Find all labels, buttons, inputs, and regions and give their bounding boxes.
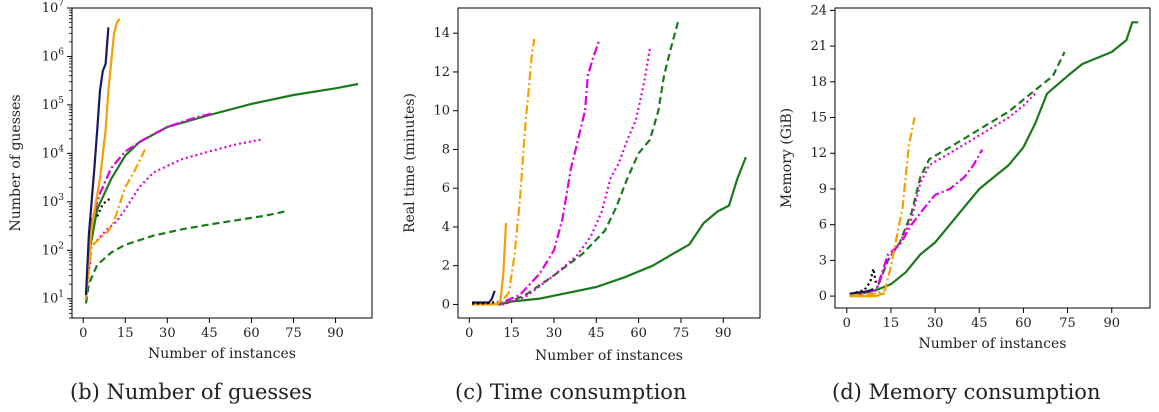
x-tick-label: 15	[503, 326, 520, 341]
series-line	[849, 287, 874, 295]
x-tick-label: 30	[546, 326, 563, 341]
y-tick-label: 12	[810, 146, 827, 161]
x-axis-label: Number of instances	[148, 346, 296, 362]
y-tick-label: 104	[42, 144, 65, 161]
y-axis-label: Memory (GiB)	[779, 108, 795, 208]
y-tick-label: 6	[442, 181, 450, 196]
chart-number-of-guesses: 0 15 30 45 60 75 90 101 102 103 104 105 106 107 Number…	[0, 0, 385, 412]
y-tick-label: 2	[442, 259, 450, 274]
x-tick-label: 15	[883, 316, 900, 331]
y-tick-label: 6	[819, 218, 827, 233]
x-tick-label: 30	[927, 316, 944, 331]
caption-time: (c) Time consumption	[455, 380, 687, 404]
y-tick-label: 107	[42, 0, 65, 16]
y-tick-label: 21	[810, 39, 827, 54]
series-line	[84, 82, 359, 299]
series-line	[849, 92, 1036, 298]
x-tick-label: 15	[117, 326, 134, 341]
x-tick-label: 90	[1103, 316, 1120, 331]
plot-frame	[457, 7, 761, 319]
y-tick-label: 15	[810, 111, 827, 126]
x-tick-label: 0	[79, 326, 87, 341]
x-tick-label: 75	[673, 326, 690, 341]
caption-memory: (d) Memory consumption	[832, 380, 1101, 404]
series-line	[84, 149, 146, 296]
series-line	[849, 149, 984, 295]
plot-frame	[834, 7, 1151, 309]
series-line	[472, 223, 508, 306]
caption-guesses: (b) Number of guesses	[70, 380, 313, 404]
x-tick-label: 60	[630, 326, 647, 341]
chart-time-svg: 0 15 30 45 60 75 90 0 2 4 6 8 10 12 14 Number of instan…	[402, 7, 761, 364]
x-tick-label: 90	[327, 326, 344, 341]
series-line	[855, 267, 878, 294]
series-line	[472, 300, 498, 305]
y-tick-label: 9	[819, 182, 827, 197]
y-tick-label: 24	[810, 3, 827, 18]
y-tick-label: 12	[433, 65, 450, 80]
series-line	[84, 209, 289, 304]
x-axis-label: Number of instances	[535, 348, 683, 364]
x-tick-label: 30	[159, 326, 176, 341]
y-tick-label: 101	[42, 290, 64, 307]
y-tick-label: 3	[819, 253, 827, 268]
chart-time-consumption: 0 15 30 45 60 75 90 0 2 4 6 8 10 12 14 Number of instan…	[390, 0, 775, 412]
x-tick-label: 60	[1015, 316, 1032, 331]
x-tick-label: 0	[465, 326, 473, 341]
series-line	[849, 21, 1139, 298]
chart-guesses-svg: 0 15 30 45 60 75 90 101 102 103 104 105 106 107 Number…	[8, 0, 373, 362]
y-axis-label: Number of guesses	[8, 94, 24, 231]
y-tick-label: 10	[433, 104, 450, 119]
y-tick-label: 102	[42, 241, 64, 258]
series-line	[84, 18, 121, 299]
y-tick-label: 105	[42, 96, 65, 113]
x-tick-label: 0	[843, 316, 851, 331]
y-axis-label: Real time (minutes)	[402, 93, 418, 233]
series-line	[472, 48, 651, 306]
series-line	[849, 51, 1066, 298]
chart-memory-svg: 0 15 30 45 60 75 90 0 3 6 9 12 15 18 21 24 Number of ins…	[779, 3, 1151, 352]
y-tick-label: 0	[442, 297, 450, 312]
chart-memory-consumption: 0 15 30 45 60 75 90 0 3 6 9 12 15 18 21 24 Number of ins…	[775, 0, 1159, 412]
x-tick-label: 75	[1059, 316, 1076, 331]
series-line	[472, 40, 601, 306]
series-line	[84, 138, 263, 299]
series-line	[849, 117, 916, 296]
series-line	[472, 290, 496, 304]
series-line	[472, 21, 680, 306]
y-tick-label: 106	[42, 47, 65, 64]
y-tick-label: 4	[442, 220, 450, 235]
series-line	[96, 197, 112, 217]
x-axis-label: Number of instances	[919, 336, 1067, 352]
y-tick-label: 14	[433, 26, 450, 41]
x-tick-label: 75	[285, 326, 302, 341]
x-tick-label: 60	[243, 326, 260, 341]
series-line	[472, 156, 747, 306]
y-tick-label: 103	[42, 193, 65, 210]
series-line	[84, 27, 110, 295]
x-tick-label: 45	[971, 316, 988, 331]
series-line	[849, 292, 885, 298]
x-tick-label: 45	[588, 326, 605, 341]
y-tick-label: 8	[442, 142, 450, 157]
y-tick-label: 18	[810, 75, 827, 90]
x-tick-label: 45	[201, 326, 218, 341]
plot-frame	[71, 7, 373, 319]
x-tick-label: 90	[715, 326, 732, 341]
y-tick-label: 0	[819, 289, 827, 304]
